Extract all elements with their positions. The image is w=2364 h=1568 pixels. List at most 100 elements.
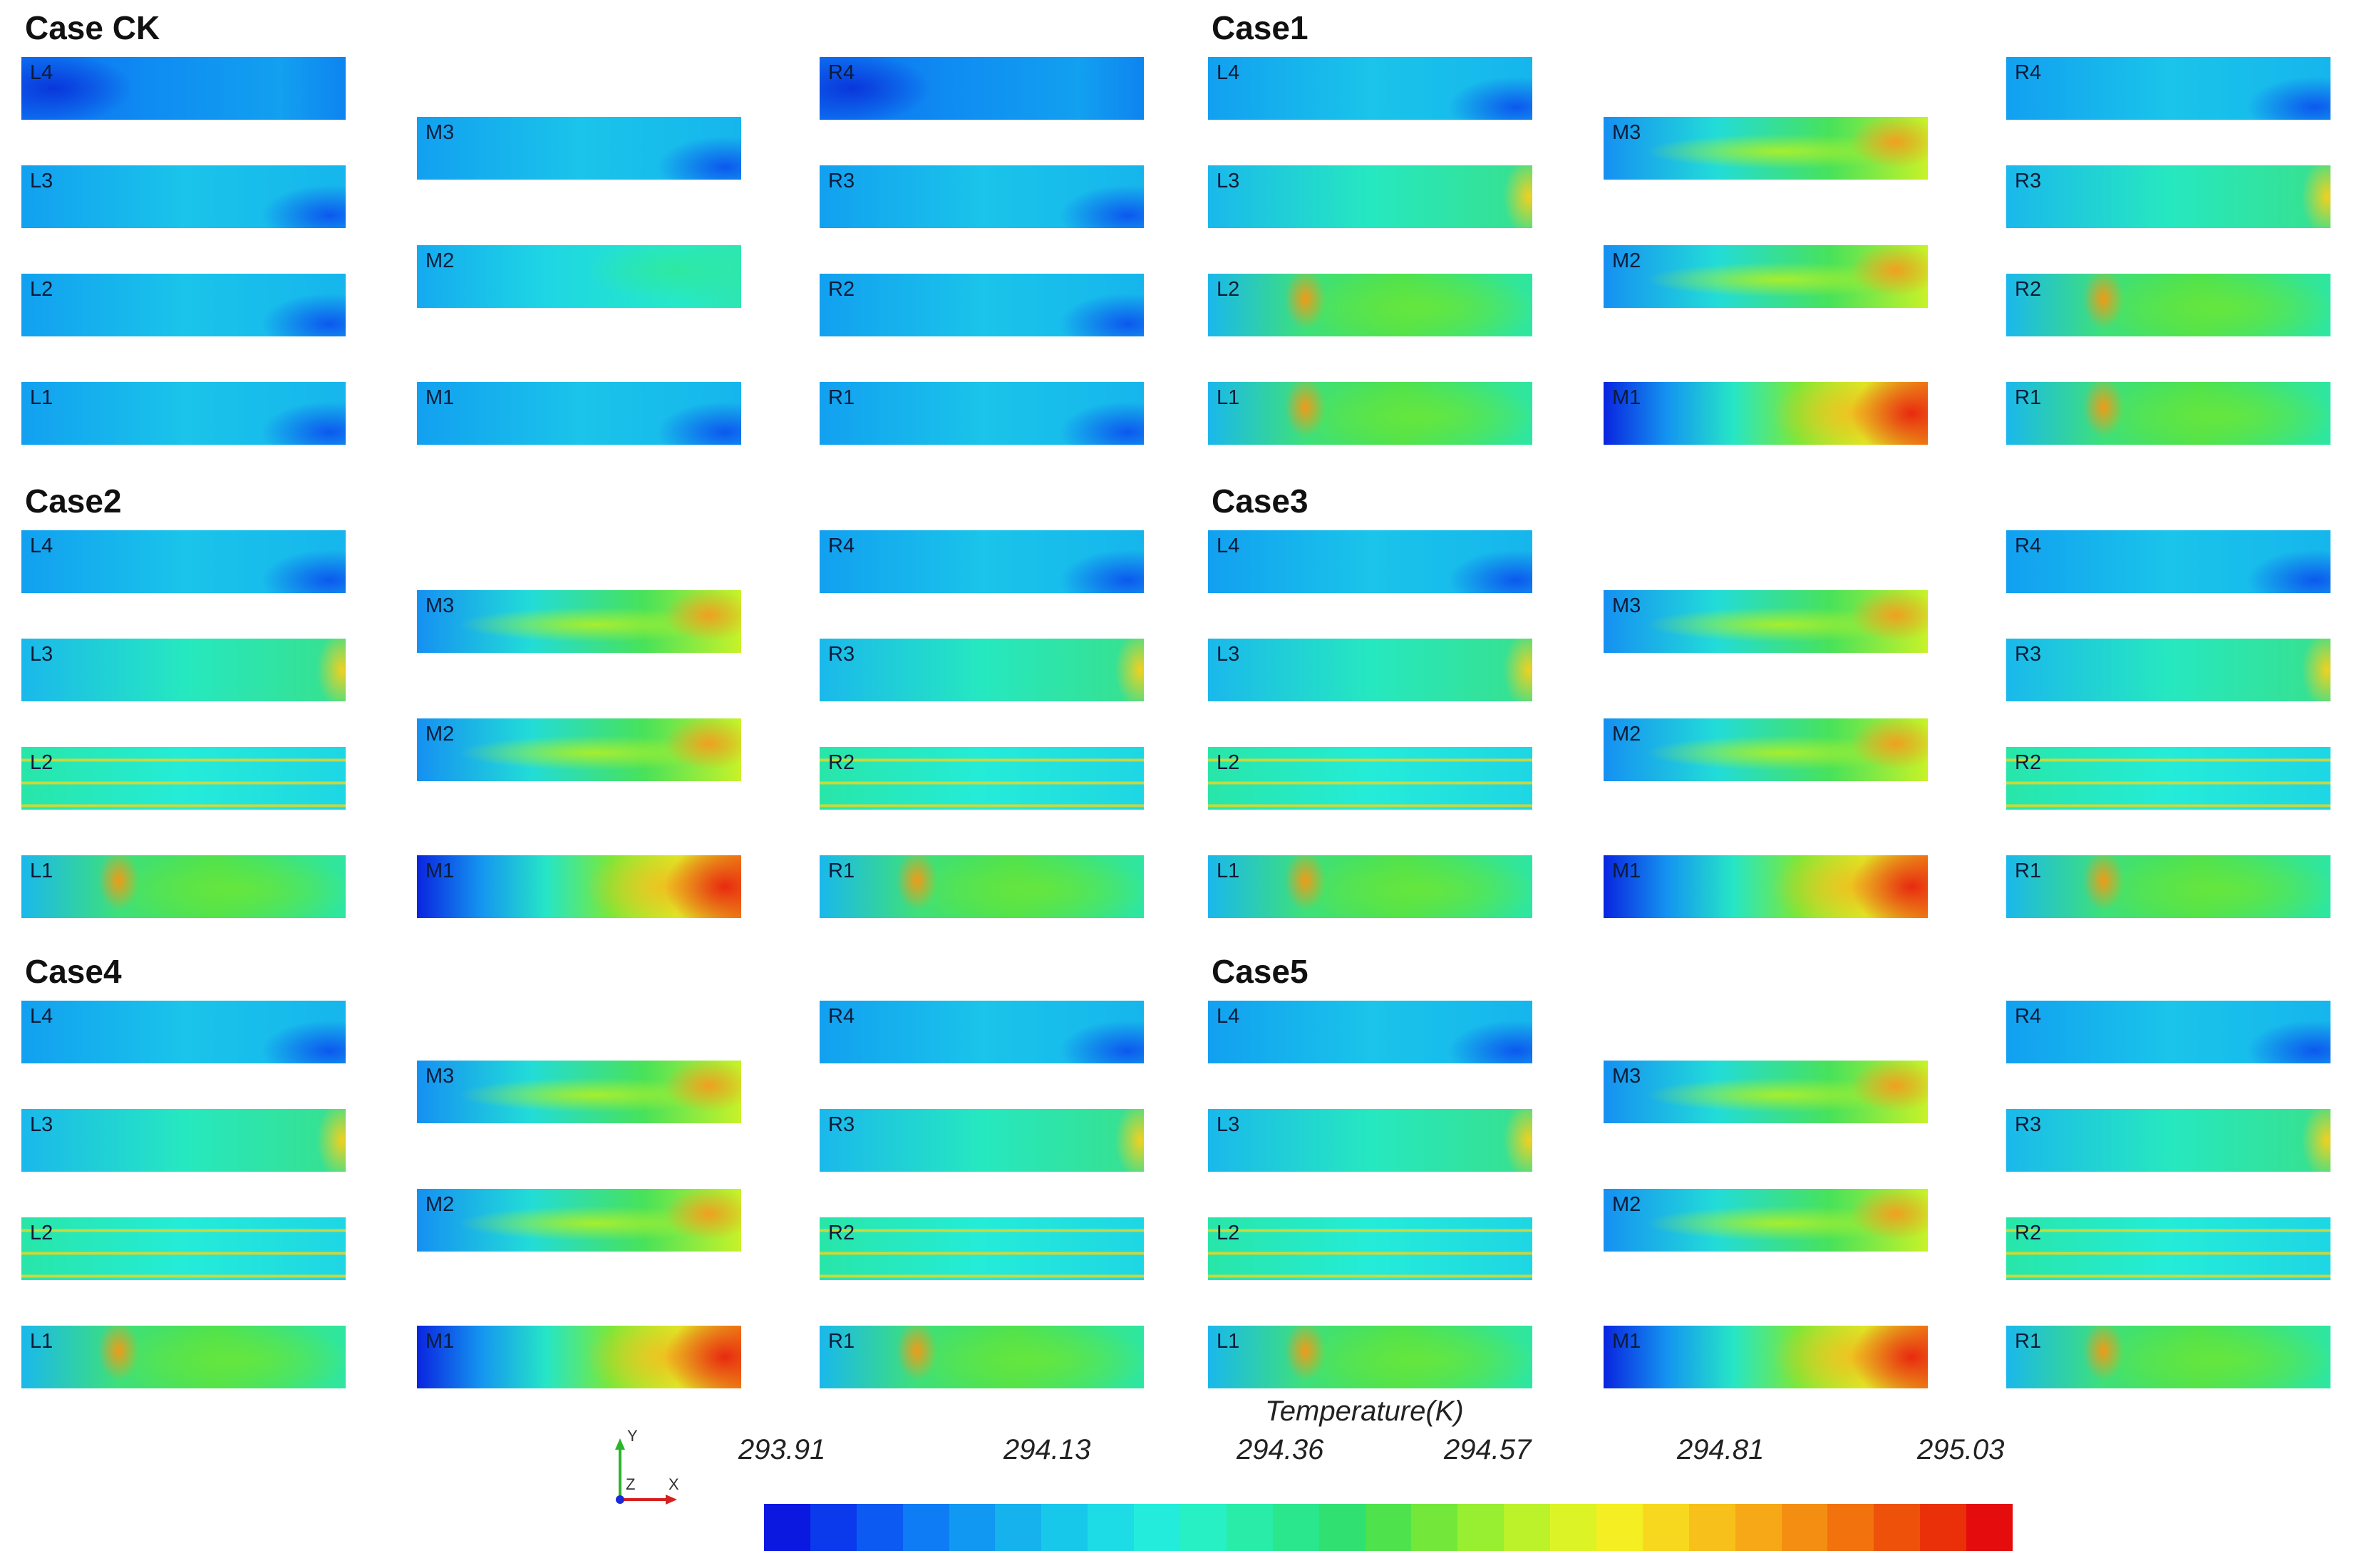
triad-x-label: X xyxy=(669,1475,679,1493)
panel-label: R1 xyxy=(828,1330,855,1353)
colorbar-swatch xyxy=(1041,1504,1088,1551)
temperature-panel: M2 xyxy=(417,718,741,781)
temperature-panel: R4 xyxy=(820,1001,1144,1063)
temperature-panel: R3 xyxy=(820,639,1144,701)
colorbar-swatch xyxy=(1365,1504,1412,1551)
colorbar-swatch xyxy=(764,1504,810,1551)
temperature-panel: L2 xyxy=(21,747,346,810)
temperature-panel: R1 xyxy=(2006,1326,2331,1388)
panel-label: L1 xyxy=(30,860,53,882)
temperature-panel: M3 xyxy=(417,590,741,653)
temperature-panel: R3 xyxy=(820,165,1144,228)
temperature-panel: L1 xyxy=(21,382,346,445)
colorbar-swatch xyxy=(1827,1504,1874,1551)
panel-label: L3 xyxy=(1217,170,1240,192)
temperature-panel: L3 xyxy=(1208,639,1532,701)
panel-label: M2 xyxy=(1612,249,1641,272)
panel-label: L2 xyxy=(1217,278,1240,301)
temperature-panel: R4 xyxy=(820,530,1144,593)
panel-label: R1 xyxy=(2015,860,2042,882)
colorbar-swatch xyxy=(1411,1504,1458,1551)
colorbar-swatch xyxy=(1272,1504,1319,1551)
temperature-panel: M1 xyxy=(1604,855,1928,918)
panel-label: L3 xyxy=(30,1113,53,1136)
legend-title: Temperature(K) xyxy=(1265,1396,1464,1427)
temperature-panel: M3 xyxy=(417,117,741,180)
panel-label: L1 xyxy=(30,1330,53,1353)
panel-label: M2 xyxy=(1612,723,1641,746)
colorbar-swatch xyxy=(1318,1504,1366,1551)
temperature-panel: R2 xyxy=(2006,747,2331,810)
temperature-panel: M1 xyxy=(417,855,741,918)
legend-tick: 294.81 xyxy=(1677,1434,1765,1465)
panel-label: R1 xyxy=(2015,1330,2042,1353)
temperature-panel: M3 xyxy=(1604,590,1928,653)
panel-label: R4 xyxy=(828,61,855,84)
temperature-panel: L1 xyxy=(21,1326,346,1388)
panel-label: R3 xyxy=(2015,1113,2042,1136)
panel-label: M3 xyxy=(1612,1065,1641,1088)
axis-triad-icon: Y Z X xyxy=(615,1427,679,1505)
colorbar-swatch xyxy=(1088,1504,1135,1551)
panel-label: M1 xyxy=(425,860,455,882)
panel-label: L2 xyxy=(1217,751,1240,774)
colorbar-swatch xyxy=(1226,1504,1273,1551)
panel-label: R1 xyxy=(828,860,855,882)
panel-label: M1 xyxy=(1612,1330,1641,1353)
temperature-panel: L2 xyxy=(21,1217,346,1280)
temperature-panel: L3 xyxy=(21,639,346,701)
panel-label: L1 xyxy=(1217,386,1240,409)
legend-tick: 294.36 xyxy=(1237,1434,1324,1465)
temperature-panel: L4 xyxy=(1208,57,1532,120)
panel-label: R2 xyxy=(2015,1222,2042,1244)
temperature-panel: R1 xyxy=(820,855,1144,918)
temperature-panel: L4 xyxy=(1208,1001,1532,1063)
temperature-panel: R4 xyxy=(2006,530,2331,593)
panel-label: M2 xyxy=(425,1193,455,1216)
panel-label: R4 xyxy=(828,535,855,557)
colorbar-swatch xyxy=(1504,1504,1551,1551)
temperature-panel: R3 xyxy=(2006,1109,2331,1172)
panel-label: L2 xyxy=(30,1222,53,1244)
panel-label: R1 xyxy=(828,386,855,409)
colorbar-swatch xyxy=(1735,1504,1782,1551)
temperature-panel: R1 xyxy=(820,382,1144,445)
panel-label: L1 xyxy=(1217,1330,1240,1353)
colorbar-swatch xyxy=(1642,1504,1689,1551)
temperature-panel: R1 xyxy=(2006,382,2331,445)
panel-label: R3 xyxy=(828,643,855,666)
temperature-panel: R1 xyxy=(820,1326,1144,1388)
colorbar-swatch xyxy=(1596,1504,1643,1551)
temperature-panel: R2 xyxy=(820,274,1144,336)
legend-tick: 294.13 xyxy=(1003,1434,1091,1465)
panel-label: L4 xyxy=(1217,1005,1240,1028)
panel-label: R4 xyxy=(2015,1005,2042,1028)
panel-label: L4 xyxy=(30,1005,53,1028)
panel-label: L3 xyxy=(30,643,53,666)
temperature-panel: L1 xyxy=(21,855,346,918)
colorbar-swatch xyxy=(1180,1504,1227,1551)
colorbar-swatch xyxy=(810,1504,857,1551)
panel-label: M3 xyxy=(1612,594,1641,617)
temperature-panel: R4 xyxy=(2006,57,2331,120)
panel-label: M3 xyxy=(425,594,455,617)
panel-label: R2 xyxy=(828,278,855,301)
panel-label: M1 xyxy=(1612,386,1641,409)
temperature-panel: R2 xyxy=(820,1217,1144,1280)
colorbar-swatch xyxy=(995,1504,1042,1551)
temperature-panel: R3 xyxy=(2006,639,2331,701)
temperature-panel: M1 xyxy=(1604,1326,1928,1388)
temperature-panel: M3 xyxy=(1604,117,1928,180)
panel-label: L2 xyxy=(30,751,53,774)
panel-label: L2 xyxy=(1217,1222,1240,1244)
panel-label: M1 xyxy=(1612,860,1641,882)
temperature-panel: L4 xyxy=(21,57,346,120)
temperature-panel: M1 xyxy=(1604,382,1928,445)
panel-label: L1 xyxy=(30,386,53,409)
panel-label: R3 xyxy=(2015,170,2042,192)
panel-label: R3 xyxy=(828,170,855,192)
temperature-panel: M2 xyxy=(417,1189,741,1252)
temperature-panel: R2 xyxy=(820,747,1144,810)
colorbar-swatch xyxy=(1874,1504,1921,1551)
